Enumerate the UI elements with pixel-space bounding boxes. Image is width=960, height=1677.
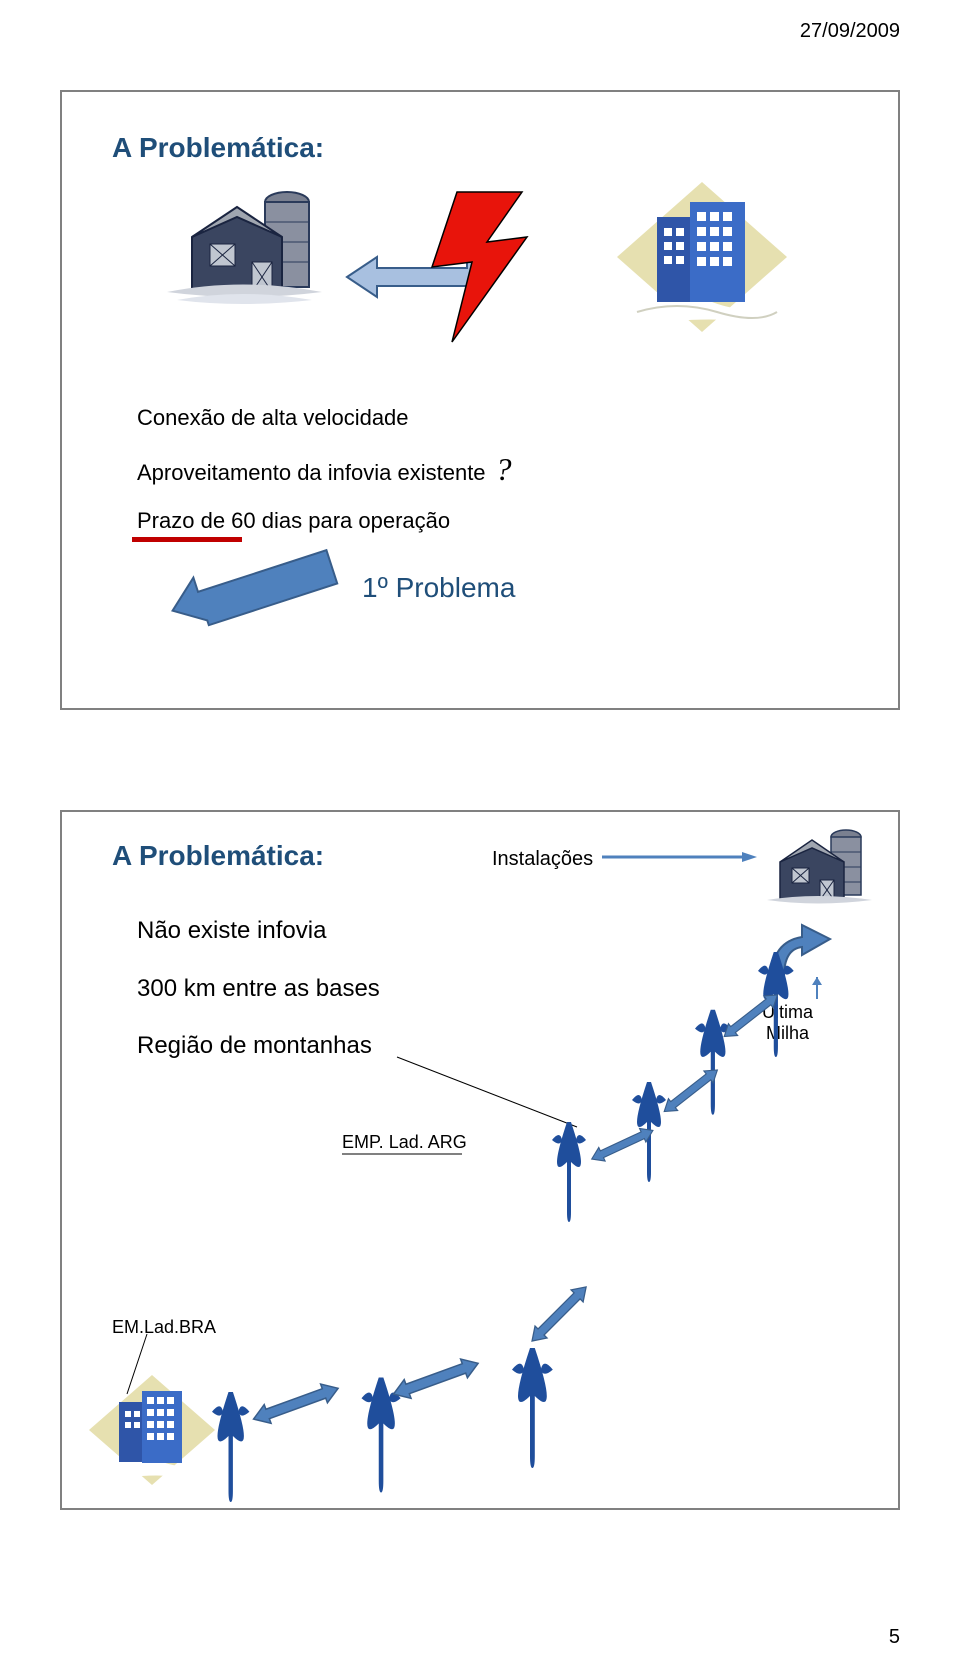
install-connector-icon [602,847,762,877]
slide-2: A Problemática: Instalações [60,810,900,1510]
slide1-title: A Problemática: [112,132,324,164]
slide2-install-label: Instalações [492,848,593,871]
slide1-problem-label: 1º Problema [362,572,515,604]
arrow-up-icon [157,562,347,652]
slide1-line2: Aproveitamento da infovia existente? [137,439,512,500]
tower-chain-icon [212,952,912,1502]
date-header: 27/09/2009 [800,20,900,43]
slide1-line3: Prazo de 60 dias para operação [137,500,512,542]
building-icon [77,1367,227,1507]
question-mark: ? [496,451,512,487]
page-number: 5 [889,1626,900,1649]
building-icon [602,172,802,362]
slide2-title: A Problemática: [112,840,324,872]
lightning-icon [417,187,547,347]
slide1-line1: Conexão de alta velocidade [137,397,512,439]
slide2-line1: Não existe infovia [137,902,380,960]
farm-icon [162,182,332,322]
slide-1: A Problemática: [60,90,900,710]
farm-icon [762,822,882,932]
slide1-text-block: Conexão de alta velocidade Aproveitament… [137,397,512,542]
